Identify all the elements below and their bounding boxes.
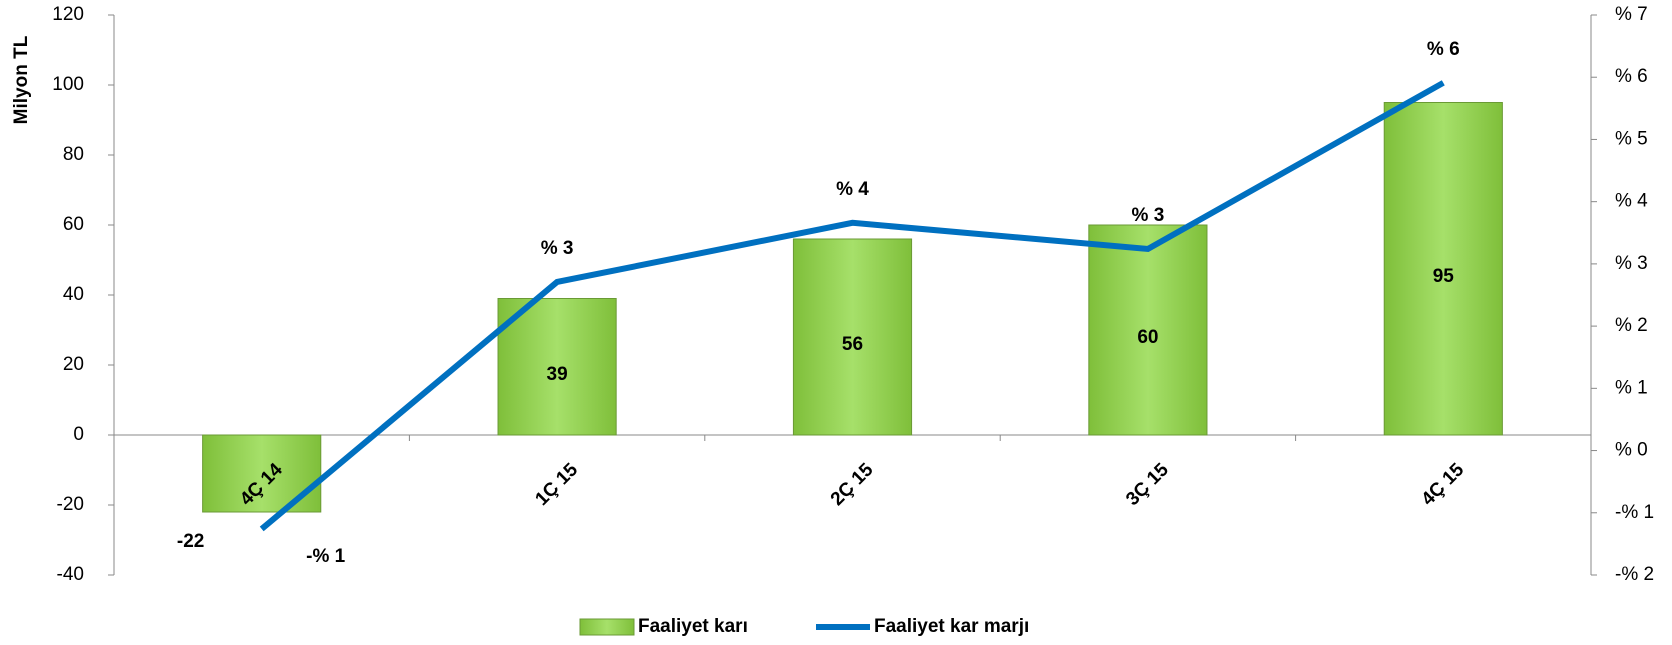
legend-label: Faaliyet kar marjı [874, 616, 1029, 637]
legend-label: Faaliyet karı [638, 616, 748, 637]
x-tick-label: 2Ç 15 [827, 459, 878, 510]
y2-tick-label: % 5 [1615, 128, 1648, 149]
y-tick-label: 80 [63, 144, 84, 165]
bar-value-label: -22 [177, 531, 204, 552]
y-tick-label: -20 [57, 494, 84, 515]
y2-tick-label: -% 1 [1615, 502, 1654, 523]
bar [1088, 224, 1208, 436]
x-tick-label: 3Ç 15 [1122, 459, 1173, 510]
y2-tick-label: -% 2 [1615, 564, 1654, 585]
y2-tick-label: % 4 [1615, 191, 1648, 212]
bar [792, 238, 913, 436]
y-tick-label: 60 [63, 214, 84, 235]
y-tick-label: 20 [63, 354, 84, 375]
legend-swatch [579, 618, 635, 636]
bar-value-label: 60 [1137, 327, 1158, 348]
y2-tick-label: % 3 [1615, 253, 1648, 274]
y2-tick-label: % 6 [1615, 66, 1648, 87]
y-tick-label: 100 [52, 74, 84, 95]
y2-tick-label: % 0 [1615, 440, 1648, 461]
bar-value-label: 56 [842, 334, 863, 355]
bar-value-label: 95 [1433, 266, 1455, 287]
y2-tick-label: % 1 [1615, 377, 1648, 398]
bar [1383, 102, 1503, 436]
line-value-label: % 6 [1427, 39, 1460, 60]
y2-tick-label: % 7 [1615, 4, 1648, 25]
y-tick-label: 0 [73, 424, 84, 445]
x-tick-label: 4Ç 15 [1418, 459, 1469, 510]
line-value-label: % 3 [541, 238, 574, 259]
y-tick-label: 40 [63, 284, 84, 305]
line [259, 80, 1445, 532]
line-value-label: -% 1 [306, 546, 346, 567]
x-tick-label: 1Ç 15 [531, 459, 582, 510]
line-value-label: % 3 [1132, 205, 1165, 226]
y-tick-label: 120 [52, 4, 84, 25]
y2-tick-label: % 2 [1615, 315, 1648, 336]
line-value-label: % 4 [836, 179, 869, 200]
y-axis-title: Milyon TL [11, 35, 32, 124]
y-tick-label: -40 [57, 564, 84, 585]
bar [497, 298, 617, 436]
bar-value-label: 39 [547, 364, 568, 385]
